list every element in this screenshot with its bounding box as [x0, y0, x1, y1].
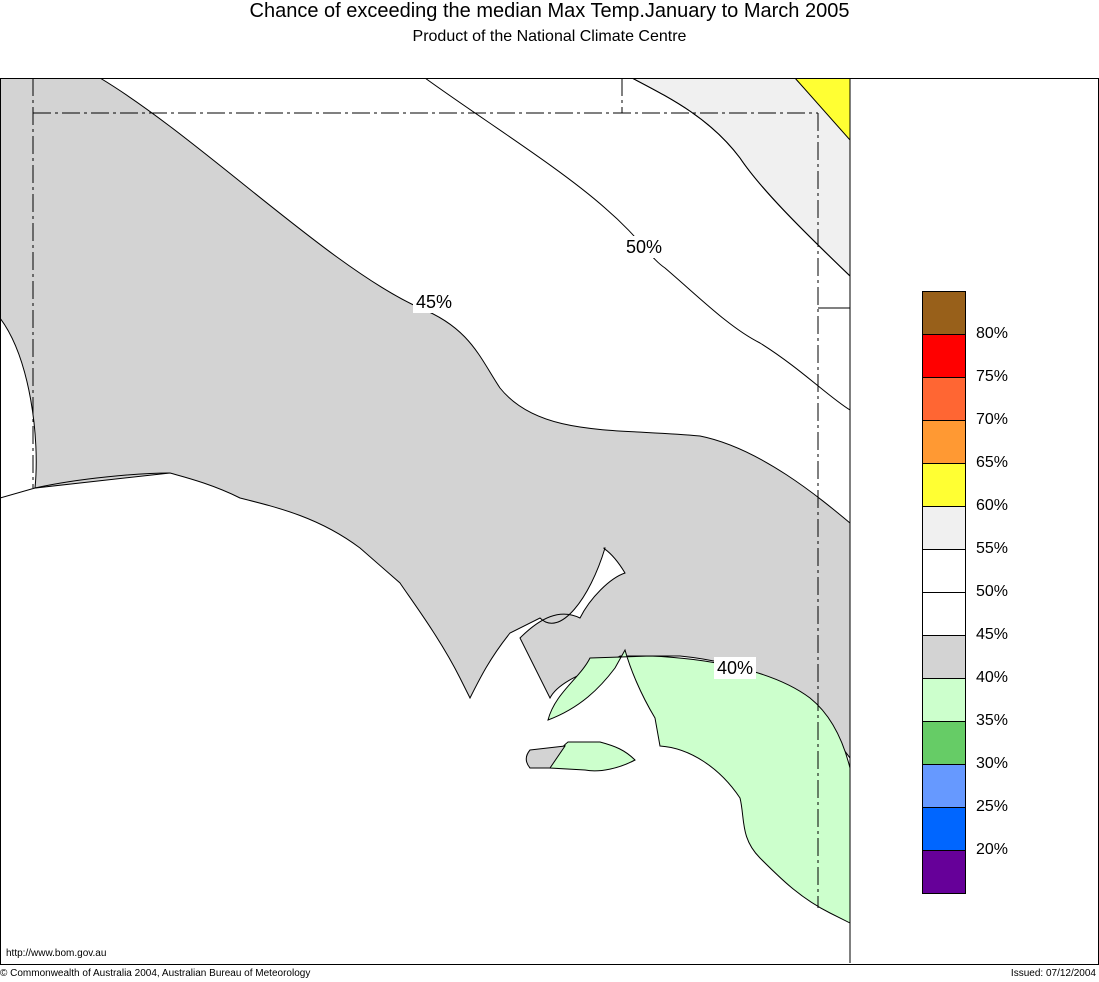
- legend-label: 60%: [976, 497, 1009, 514]
- legend-label: 30%: [976, 755, 1009, 772]
- contour-label-45: 45%: [413, 291, 456, 313]
- legend-swatch: [922, 807, 966, 851]
- map-subtitle: Product of the National Climate Centre: [412, 28, 687, 45]
- legend-label: 75%: [976, 368, 1009, 385]
- legend-label: 80%: [976, 325, 1009, 342]
- legend-label: 40%: [976, 669, 1009, 686]
- legend-swatch: [922, 764, 966, 808]
- legend-swatch: [922, 420, 966, 464]
- contour-label-50: 50%: [623, 236, 666, 258]
- state-boundary: [32, 78, 819, 908]
- legend-swatch: [922, 678, 966, 722]
- footer-issued: Issued: 07/12/2004: [1010, 968, 1096, 979]
- contour-55: [631, 78, 850, 277]
- legend-label: 50%: [976, 583, 1009, 600]
- legend-swatch: [922, 463, 966, 507]
- footer-copyright: © Commonwealth of Australia 2004, Austra…: [0, 968, 311, 979]
- legend-label: 65%: [976, 454, 1009, 471]
- legend-swatch: [922, 377, 966, 421]
- legend-swatch: [922, 334, 966, 378]
- region-55-60: [794, 78, 850, 141]
- legend-label: 20%: [976, 841, 1009, 858]
- legend-swatch: [922, 291, 966, 335]
- island-grey: [525, 745, 567, 769]
- footer-url: http://www.bom.gov.au: [6, 948, 107, 959]
- legend-swatch: [922, 506, 966, 550]
- legend-swatch: [922, 549, 966, 593]
- contour-50: [424, 78, 850, 411]
- region-40-45: [0, 78, 850, 759]
- legend-swatch: [922, 850, 966, 894]
- map-title: Chance of exceeding the median Max Temp.…: [249, 0, 850, 22]
- legend-label: 70%: [976, 411, 1009, 428]
- legend-swatch: [922, 592, 966, 636]
- legend-label: 55%: [976, 540, 1009, 557]
- legend-swatch: [922, 635, 966, 679]
- legend-colorbar: [922, 291, 966, 894]
- legend-swatch: [922, 721, 966, 765]
- probability-map: [0, 78, 851, 963]
- legend-label: 45%: [976, 626, 1009, 643]
- contour-label-40: 40%: [714, 657, 757, 679]
- legend-label: 25%: [976, 798, 1009, 815]
- region-35-40: [547, 648, 850, 924]
- legend-label: 35%: [976, 712, 1009, 729]
